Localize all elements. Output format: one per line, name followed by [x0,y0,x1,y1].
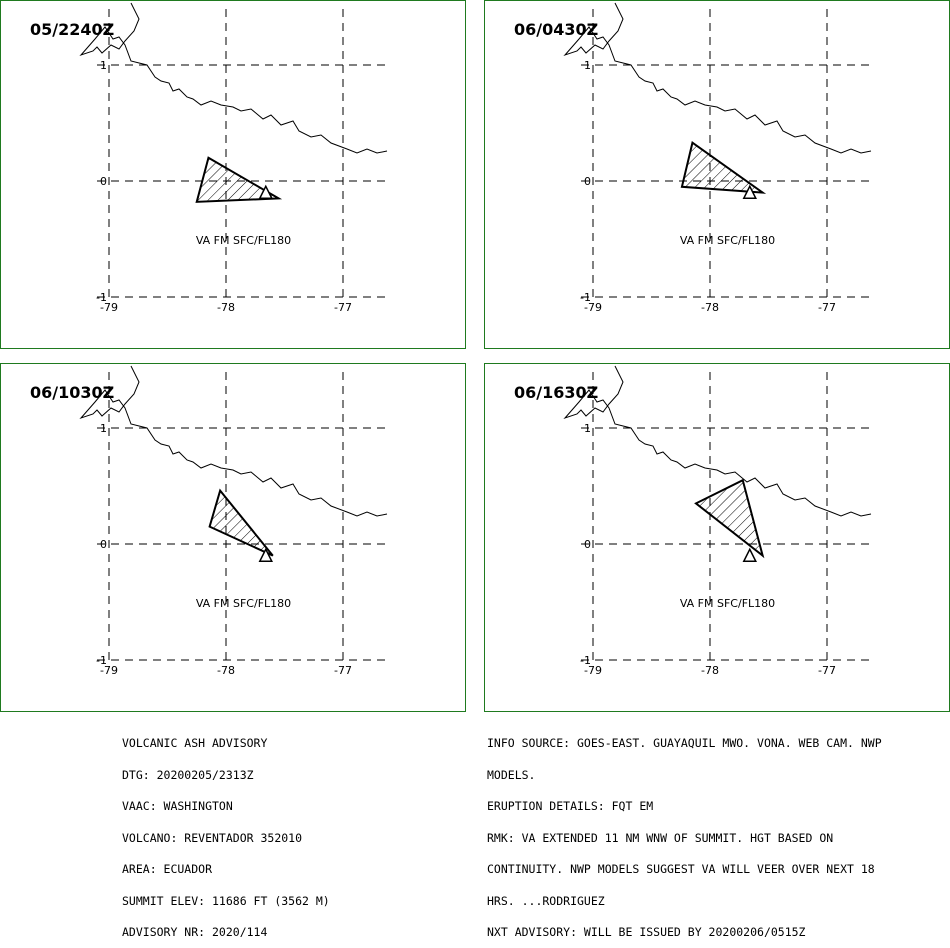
longitude-tick-label: -78 [217,301,235,314]
longitude-tick-label: -78 [701,664,719,677]
latitude-tick-label: 1 [584,422,591,435]
advisory-line: VAAC: WASHINGTON [122,799,233,813]
ash-cloud-polygon [208,488,274,557]
longitude-tick-label: -79 [100,664,118,677]
advisory-line: HRS. ...RODRIGUEZ [487,893,605,908]
advisory-line: VOLCANO: REVENTADOR 352010 [122,830,303,845]
coastline [563,365,872,517]
advisory-line: ADVISORY NR: 2020/114 [122,925,268,939]
advisory-line: RMK: VA EXTENDED 11 NM WNW OF SUMMIT. HG… [487,830,834,845]
map-panel-2: -79 -78 -77 1 0 -1 06/0430Z VA FM SFC/FL180 [484,0,950,349]
latitude-tick-label: -1 [580,291,591,304]
volcano-marker-icon [742,547,757,563]
latitude-tick-label: 1 [100,59,107,72]
advisory-line: ERUPTION DETAILS: FQT EM [487,799,654,813]
advisory-line: MODELS. [487,767,536,782]
advisory-line: DTG: 20200205/2313Z [122,767,254,782]
longitude-tick-label: -77 [334,664,352,677]
ash-layer-label: VA FM SFC/FL180 [195,597,292,610]
volcano-marker-icon [258,184,273,200]
longitude-tick-label: -77 [818,664,836,677]
ash-cloud-polygon [195,156,283,203]
latitude-tick-label: 0 [100,538,107,551]
advisory-line: VOLCANIC ASH ADVISORY [122,736,268,750]
panel-time-label: 05/2240Z [30,20,115,39]
map-plot-2: -79 -78 -77 1 0 -1 [563,2,872,314]
longitude-tick-label: -77 [818,301,836,314]
map-panel-3: -79 -78 -77 1 0 -1 06/1030Z VA FM SFC/FL180 [0,363,466,712]
coastline [79,2,388,154]
longitude-tick-label: -78 [217,664,235,677]
coastline [79,365,388,517]
map-plot-1: -79 -78 -77 1 0 -1 [79,2,388,314]
latitude-tick-label: 0 [100,175,107,188]
map-plot-3: -79 -78 -77 1 0 -1 [79,365,388,677]
longitude-tick-label: -79 [100,301,118,314]
longitude-tick-label: -77 [334,301,352,314]
longitude-tick-label: -79 [584,301,602,314]
advisory-line: CONTINUITY. NWP MODELS SUGGEST VA WILL V… [487,862,875,876]
longitude-tick-label: -78 [701,301,719,314]
advisory-line: SUMMIT ELEV: 11686 FT (3562 M) [122,893,330,908]
ash-cloud-polygon [694,478,765,559]
ash-layer-label: VA FM SFC/FL180 [679,597,776,610]
map-panel-1: -79 -78 -77 1 0 -1 05/2240Z VA FM SFC/FL180 [0,0,466,349]
map-plot-4: -79 -78 -77 1 0 -1 [563,365,872,677]
ash-layer-label: VA FM SFC/FL180 [679,234,776,247]
ash-cloud-polygon [680,141,767,194]
panel-time-label: 06/1630Z [514,383,599,402]
latitude-tick-label: -1 [96,654,107,667]
volcano-marker-icon [258,547,273,563]
map-panel-4: -79 -78 -77 1 0 -1 06/1630Z VA FM SFC/FL180 [484,363,950,712]
advisory-line: INFO SOURCE: GOES-EAST. GUAYAQUIL MWO. V… [487,736,882,750]
ash-layer-label: VA FM SFC/FL180 [195,234,292,247]
longitude-tick-label: -79 [584,664,602,677]
panel-time-label: 06/1030Z [30,383,115,402]
latitude-tick-label: 1 [100,422,107,435]
advisory-header-block: VOLCANIC ASH ADVISORY DTG: 20200205/2313… [122,717,472,948]
advisory-details-block: INFO SOURCE: GOES-EAST. GUAYAQUIL MWO. V… [487,717,947,948]
latitude-tick-label: 0 [584,175,591,188]
latitude-tick-label: -1 [580,654,591,667]
coastline [563,2,872,154]
advisory-line: AREA: ECUADOR [122,862,213,876]
latitude-tick-label: 1 [584,59,591,72]
advisory-line: NXT ADVISORY: WILL BE ISSUED BY 20200206… [487,925,806,939]
volcano-marker-icon [742,184,757,200]
latitude-tick-label: -1 [96,291,107,304]
panel-time-label: 06/0430Z [514,20,599,39]
latitude-tick-label: 0 [584,538,591,551]
